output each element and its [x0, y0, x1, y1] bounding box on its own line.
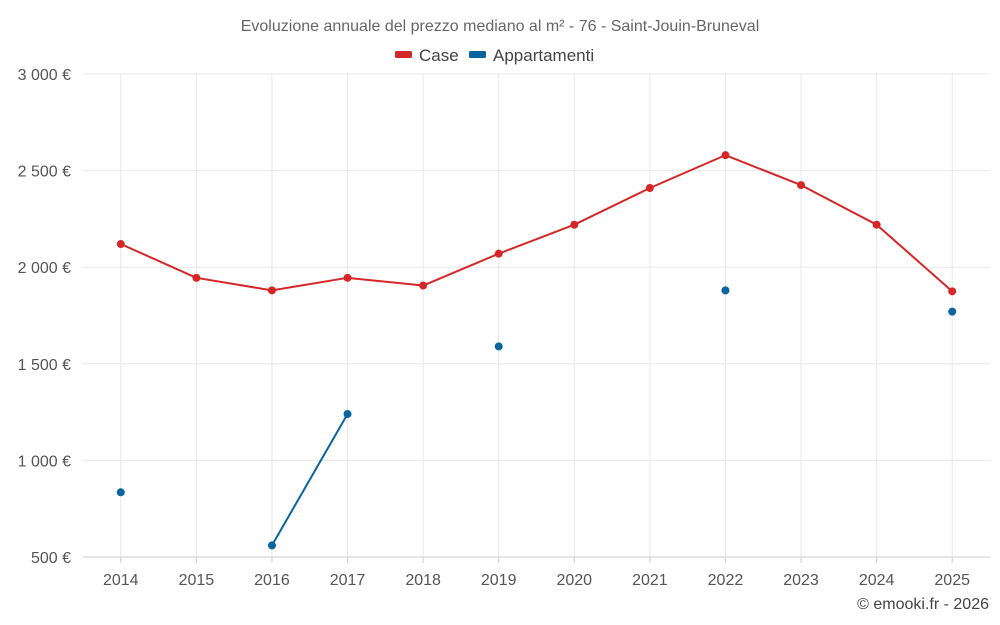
x-tick-label: 2017 [330, 572, 366, 589]
y-tick-label: 1 000 € [18, 453, 71, 470]
data-point-case[interactable] [570, 220, 579, 229]
data-point-case[interactable] [494, 249, 503, 258]
x-tick-label: 2018 [405, 572, 441, 589]
data-point-case[interactable] [267, 286, 276, 295]
x-tick-label: 2022 [708, 572, 744, 589]
x-tick-label: 2024 [859, 572, 895, 589]
data-point-case[interactable] [343, 273, 352, 282]
y-axis: 500 € 1 000 € 1 500 € 2 000 € 2 500 € 3 000 € [18, 67, 71, 567]
data-point-case[interactable] [192, 273, 201, 282]
data-point-appartamenti[interactable] [116, 488, 125, 497]
x-tick-label: 2015 [179, 572, 215, 589]
legend: Case Appartamenti [395, 46, 594, 65]
x-tick-label: 2019 [481, 572, 517, 589]
data-point-case[interactable] [797, 181, 806, 190]
x-tick-label: 2020 [556, 572, 592, 589]
y-tick-label: 1 500 € [18, 357, 71, 374]
legend-label-appartamenti[interactable]: Appartamenti [493, 46, 594, 65]
data-point-appartamenti[interactable] [948, 307, 957, 316]
y-tick-label: 2 000 € [18, 260, 71, 277]
series-line-case [120, 154, 953, 293]
legend-swatch-appartamenti [469, 51, 486, 58]
data-point-case[interactable] [419, 281, 428, 290]
x-tick-label: 2014 [103, 572, 139, 589]
y-tick-label: 3 000 € [18, 67, 71, 84]
y-tick-label: 2 500 € [18, 164, 71, 181]
data-point-case[interactable] [948, 287, 957, 296]
grid [83, 73, 990, 558]
series-layer [116, 151, 957, 550]
credit: © emooki.fr - 2026 [857, 596, 989, 613]
x-axis: 2014 2015 2016 2017 2018 2019 2020 2021 2022 2023… [103, 557, 970, 589]
legend-swatch-case [395, 51, 412, 58]
data-point-appartamenti[interactable] [721, 286, 730, 295]
data-point-case[interactable] [645, 183, 654, 192]
chart-title: Evoluzione annuale del prezzo mediano al… [241, 18, 760, 35]
data-point-appartamenti[interactable] [343, 410, 352, 419]
y-tick-label: 500 € [31, 550, 71, 567]
x-tick-label: 2023 [783, 572, 819, 589]
x-tick-label: 2016 [254, 572, 290, 589]
data-point-appartamenti[interactable] [494, 342, 503, 351]
series-line-appartamenti [271, 413, 349, 546]
x-tick-label: 2021 [632, 572, 668, 589]
x-tick-label: 2025 [934, 572, 970, 589]
legend-label-case[interactable]: Case [419, 46, 459, 65]
data-point-case[interactable] [872, 220, 881, 229]
data-point-appartamenti[interactable] [267, 541, 276, 550]
data-point-case[interactable] [116, 240, 125, 249]
data-point-case[interactable] [721, 151, 730, 160]
